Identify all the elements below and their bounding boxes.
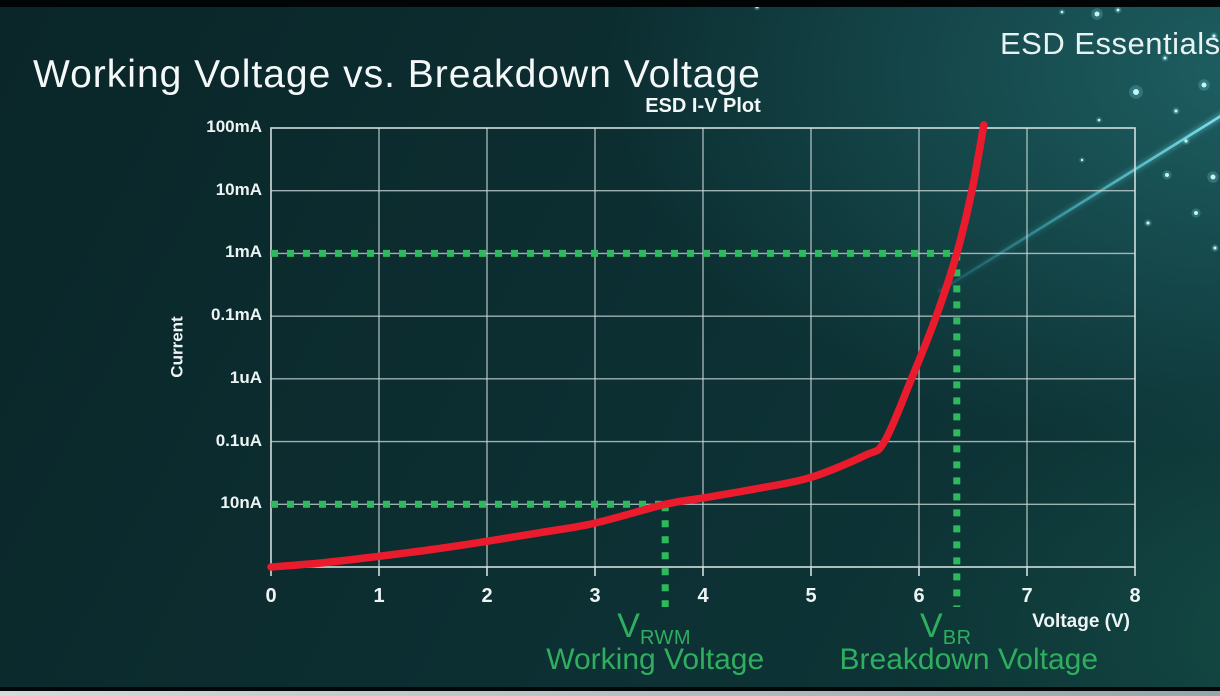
bottom-letterbox-bar <box>0 687 1220 691</box>
x-tick-label: 8 <box>1129 585 1141 607</box>
plot-area <box>267 121 1136 607</box>
star-dot <box>1116 8 1120 12</box>
x-tick-label: 5 <box>805 585 817 607</box>
star-dot <box>1184 139 1188 143</box>
brand-watermark: ESD Essentials <box>1000 26 1220 61</box>
chart-title: ESD I-V Plot <box>645 95 761 117</box>
annotation-label-breakdown-voltage: Breakdown Voltage <box>839 643 1099 676</box>
star-dot <box>1201 82 1207 88</box>
annotation-label-working-voltage: Working Voltage <box>546 643 765 676</box>
y-tick-label: 100mA <box>206 117 262 136</box>
star-dot <box>1146 221 1150 225</box>
star-dot <box>1080 158 1084 162</box>
star-dot <box>1133 89 1139 95</box>
y-tick-label: 10mA <box>215 179 262 199</box>
page-title: Working Voltage vs. Breakdown Voltage <box>33 53 761 97</box>
x-tick-label: 4 <box>697 585 709 607</box>
x-tick-label: 6 <box>913 585 925 607</box>
x-tick-label: 3 <box>589 585 601 607</box>
star-dot <box>1094 11 1100 17</box>
top-letterbox-bar <box>0 0 1220 7</box>
x-tick-label: 0 <box>265 585 277 607</box>
star-field <box>753 3 1219 252</box>
y-tick-label: 1uA <box>229 367 262 387</box>
y-tick-label: 0.1mA <box>210 305 262 325</box>
star-dot <box>1212 34 1216 38</box>
star-dot <box>1097 118 1101 122</box>
annotation-symbol-rwm: VRWM <box>617 607 692 649</box>
y-tick-label: 1mA <box>225 242 262 262</box>
star-dot <box>1060 10 1064 14</box>
star-dot <box>1210 174 1216 180</box>
annotation-symbol-br: VBR <box>920 607 972 649</box>
x-tick-label: 1 <box>373 585 385 607</box>
light-streak <box>937 114 1220 294</box>
x-axis-title: Voltage (V) <box>1032 611 1130 632</box>
iv-curve <box>267 121 988 571</box>
y-tick-label: 10nA <box>220 493 262 513</box>
star-dot <box>1174 109 1178 113</box>
y-tick-label: 0.1uA <box>215 430 262 450</box>
star-dot <box>1194 211 1198 215</box>
x-tick-label: 7 <box>1021 585 1033 607</box>
bottom-edge-strip <box>0 691 1220 696</box>
star-dot <box>1163 56 1167 60</box>
star-dot <box>1165 173 1169 177</box>
x-tick-label: 2 <box>481 585 493 607</box>
star-dot <box>1213 246 1217 250</box>
